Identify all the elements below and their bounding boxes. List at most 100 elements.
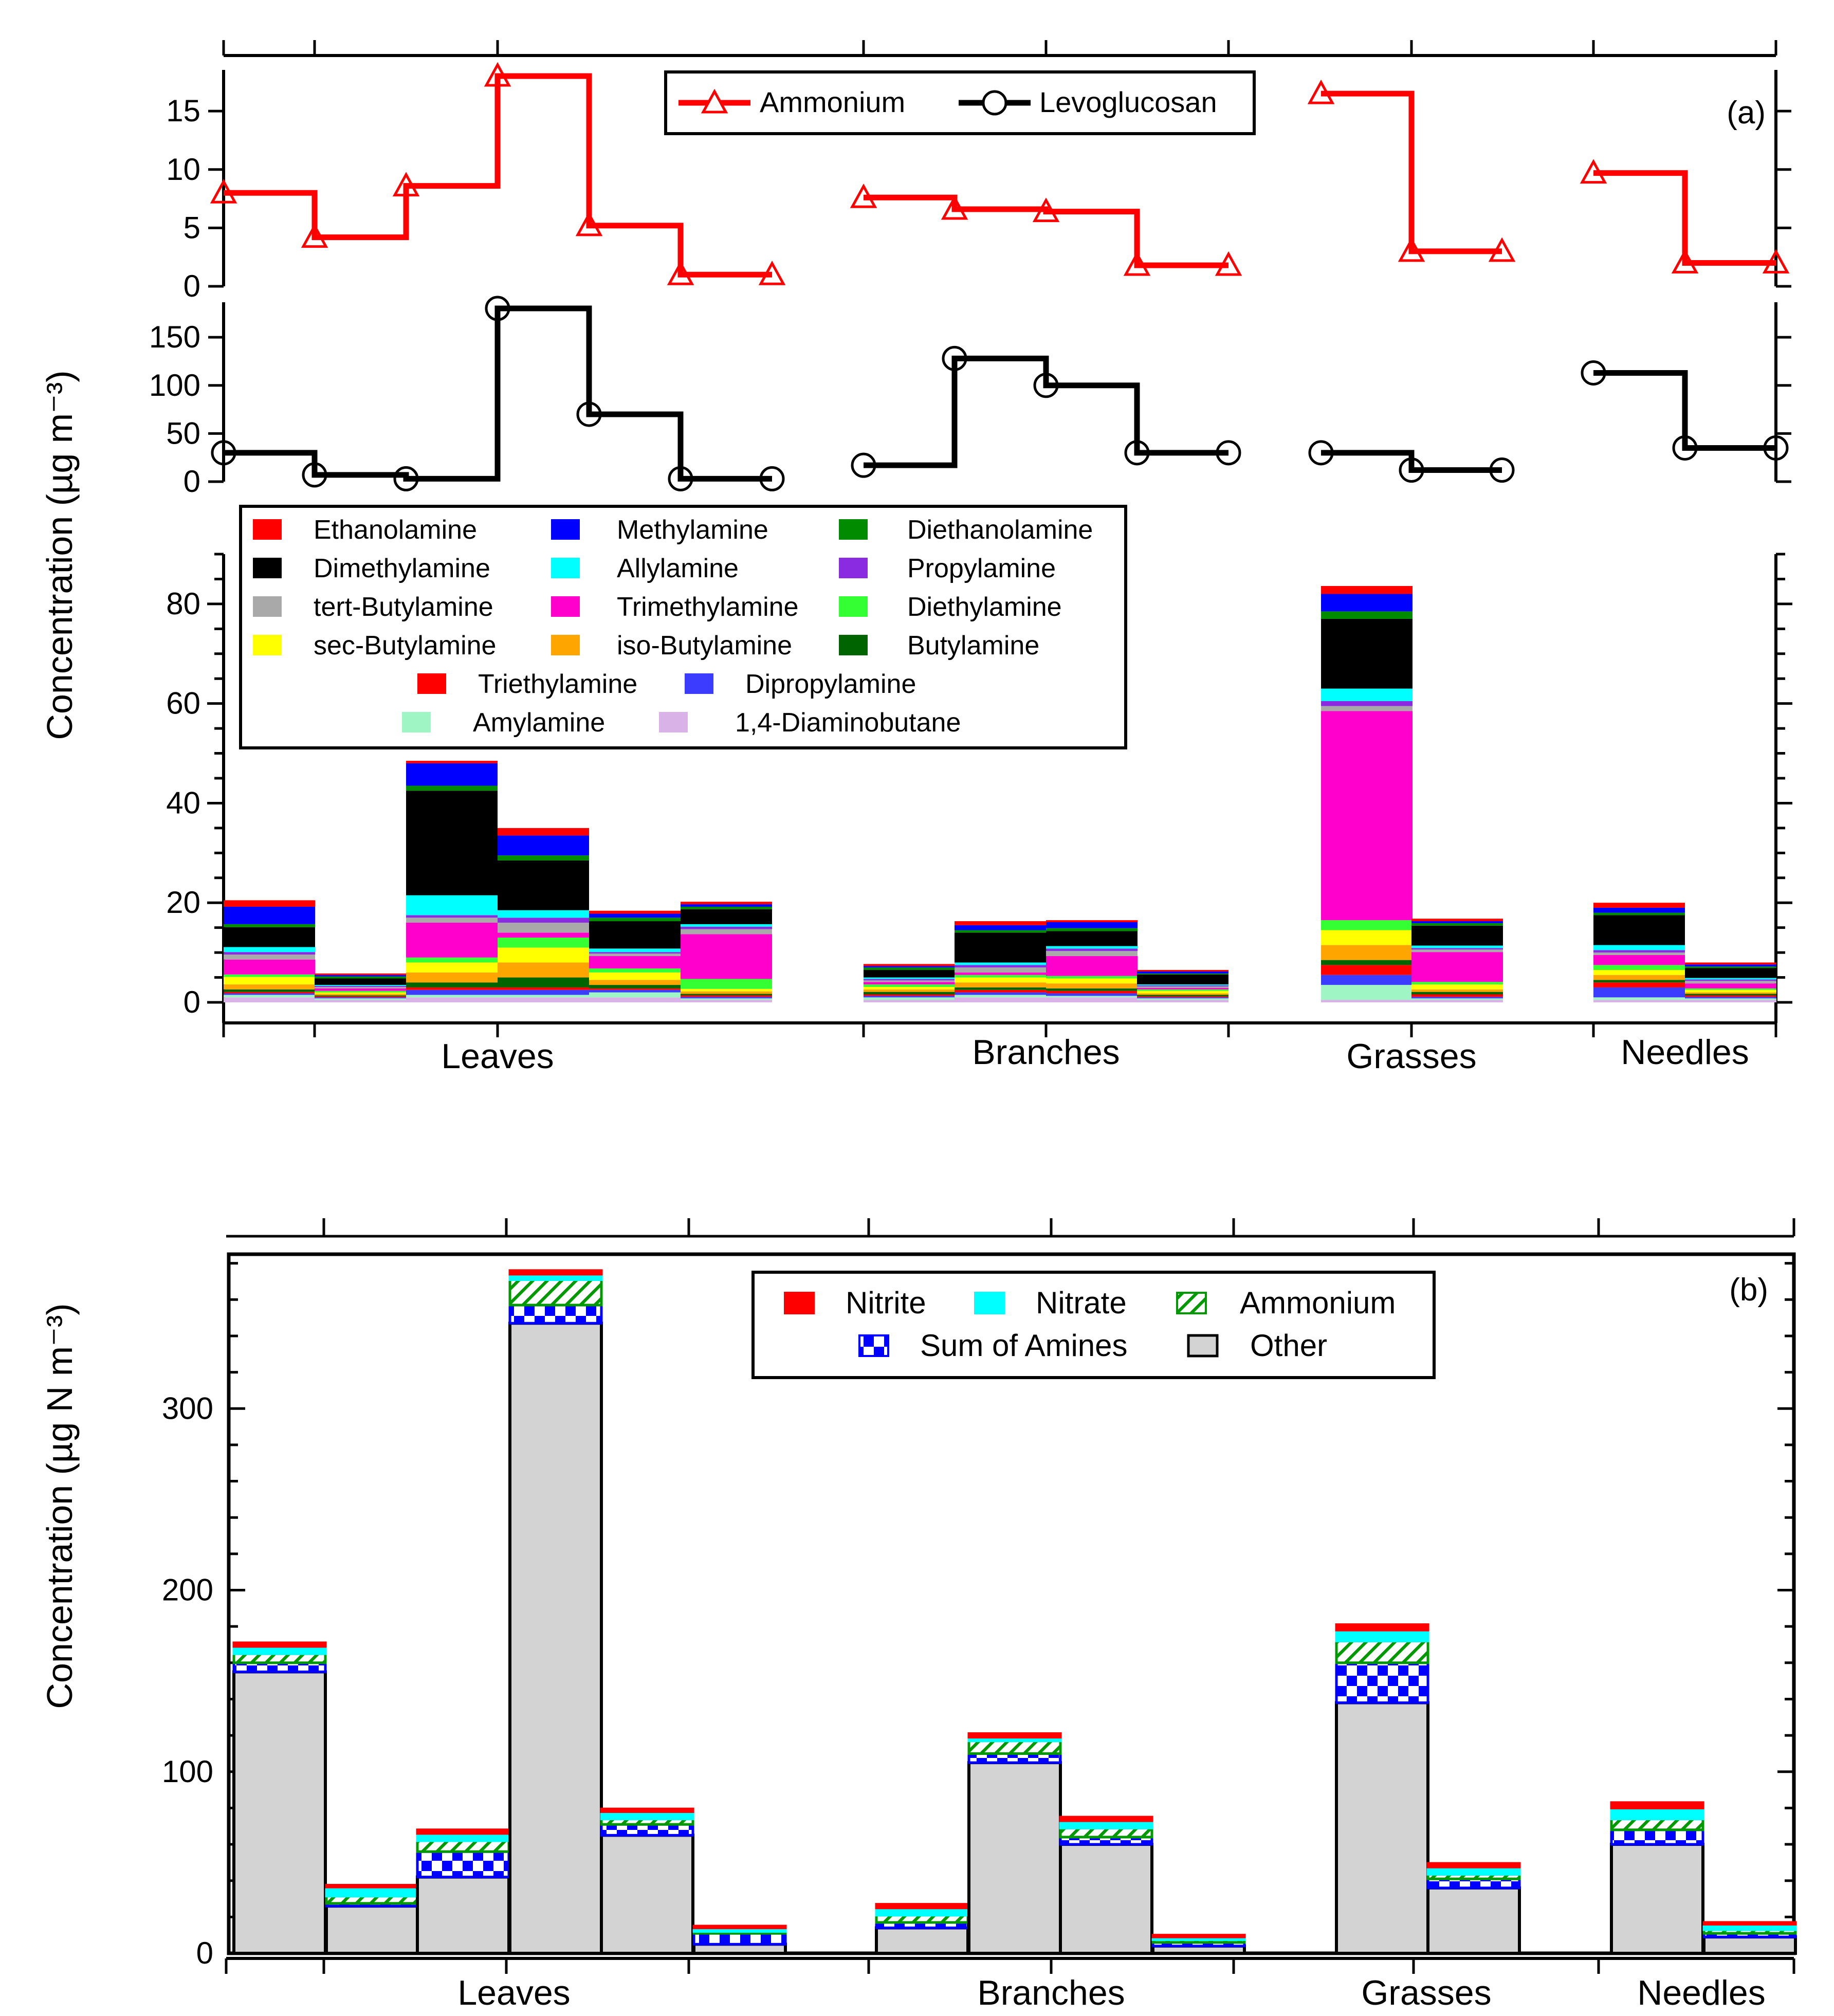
bar-seg-dipropylamine [589,989,681,993]
line-legend: Ammonium Levoglucosan [664,70,1256,135]
bar-seg-trimethylamine [955,972,1046,975]
bar-seg-triethylamine [864,994,955,996]
ammonium-step-line [864,194,1228,268]
legend-swatch-iso-butylamine [551,635,580,655]
bar-seg-1-4-diaminobutane [1685,1000,1776,1002]
bar-seg-butylamine [224,989,315,992]
bar-seg-sum-of-amines [1610,1828,1704,1846]
bar-seg-1-4-diaminobutane [1411,1000,1503,1002]
ammonium-marker [1671,249,1699,274]
levoglucosan-marker [302,462,327,488]
bar-seg-sec-butylamine [1411,984,1503,989]
bar-seg-dipropylamine [224,993,315,995]
bar-seg-dimethylamine [406,791,498,895]
bar-seg-dimethylamine [864,970,955,978]
levoglucosan-step-line [1593,370,1776,451]
bar-seg-amylamine [1046,996,1138,998]
bar-seg-nitrate [1610,1806,1704,1821]
bar-seg-diethanolamine [1046,928,1138,931]
bar-seg-sum-of-amines [1335,1661,1429,1705]
bar-seg-dimethylamine [315,978,406,985]
bar-seg-other [967,1761,1062,1955]
bar-seg-amylamine [1685,998,1776,1000]
bar-seg-butylamine [955,987,1046,990]
bar-seg-sec-butylamine [1137,991,1228,994]
bar-seg-diethylamine [1046,976,1138,979]
bar-seg-sec-butylamine [498,947,589,963]
bar-seg-diethylamine [1137,989,1228,991]
bar-seg-propylamine [1321,701,1413,706]
levoglucosan-marker [1216,440,1241,466]
bar-seg-propylamine [1593,950,1685,953]
bar-seg-butylamine [681,994,772,996]
ammonium-marker [667,261,694,285]
legend-label-methylamine: Methylamine [617,515,768,545]
ammonium-tick-label: 0 [184,269,200,303]
levoglucosan-marker [1489,457,1515,483]
legend-label-1-4-diaminobutane: 1,4-Diaminobutane [735,708,961,738]
bar-seg-other [1335,1701,1429,1955]
bar-seg-nitrite [508,1269,603,1276]
bar-seg-iso-butylamine [224,984,315,989]
bar-seg-butylamine [864,992,955,995]
group-label-grasses: Grasses [1346,1037,1476,1076]
bar-seg-ethanolamine [1685,962,1776,965]
ammonium-tick-label: 10 [166,152,200,187]
levoglucosan-tick-label: 0 [184,464,200,499]
levoglucosan-step-line [1321,450,1502,473]
ammonium-step-line [1593,170,1776,266]
group-label-grasses: Grasses [1361,1973,1491,2012]
bar-seg-diethanolamine [1593,912,1685,915]
bar-seg-diethanolamine [315,976,406,979]
bar-seg-methylamine [1685,964,1776,967]
levoglucosan-marker [1672,435,1698,461]
legend-swatch-diethanolamine [839,519,868,540]
bar-seg-tert-butylamine [955,967,1046,973]
legend-label-levoglucosan: Levoglucosan [1039,86,1217,118]
ammonium-step-line [1321,90,1502,254]
bar-seg-sum-of-amines [600,1823,694,1837]
bar-seg-trimethylamine [224,959,315,975]
bar-seg-other [600,1834,694,1955]
legend-swatch-sum-of-amines [858,1334,889,1357]
bar-seg-sec-butylamine [1593,970,1685,975]
bar-seg-methylamine [315,975,406,977]
bar-seg-triethylamine [224,992,315,994]
bar-seg-amylamine [1321,985,1413,1000]
levoglucosan-marker [668,466,693,491]
stacked-y-tick-label: 80 [166,587,200,621]
bar-seg-triethylamine [1411,994,1503,997]
bar-seg-other [692,1942,787,1955]
bar-seg-methylamine [1593,907,1685,913]
panel-b-bars [232,1269,1797,1955]
bar-seg-nitrite [692,1925,787,1930]
bar-seg-triethylamine [589,988,681,990]
bar-seg-dimethylamine [589,921,681,949]
bar-seg-sum-of-amines [967,1752,1062,1764]
group-label-branches: Branches [972,1033,1120,1072]
bar-seg-diethanolamine [498,855,589,860]
bar-seg-dipropylamine [1137,997,1228,999]
bar-seg-dipropylamine [681,997,772,999]
bar-seg-ethanolamine [1046,920,1138,923]
levoglucosan-marker [393,466,419,491]
bar-seg-sum-of-amines [508,1304,603,1325]
bar-seg-ammonium [967,1739,1062,1755]
bar-seg-diethylamine [315,991,406,993]
bar-seg-ammonium [1610,1818,1704,1831]
bar-seg-dipropylamine [1685,997,1776,999]
bar-seg-tert-butylamine [1593,952,1685,955]
bar-seg-ethanolamine [1411,919,1503,922]
bar-seg-diethanolamine [1411,923,1503,926]
bar-seg-sec-butylamine [955,977,1046,983]
bar-seg-methylamine [864,966,955,968]
bar-seg-butylamine [315,995,406,997]
bar-seg-iso-butylamine [1046,983,1138,988]
bar-seg-dimethylamine [498,860,589,910]
bar-seg-1-4-diaminobutane [406,997,498,1002]
ammonium-marker [1032,197,1060,223]
bar-seg-butylamine [498,977,589,987]
bar-seg-1-4-diaminobutane [315,1000,406,1002]
panel-b-y-tick-label: 100 [162,1754,213,1789]
